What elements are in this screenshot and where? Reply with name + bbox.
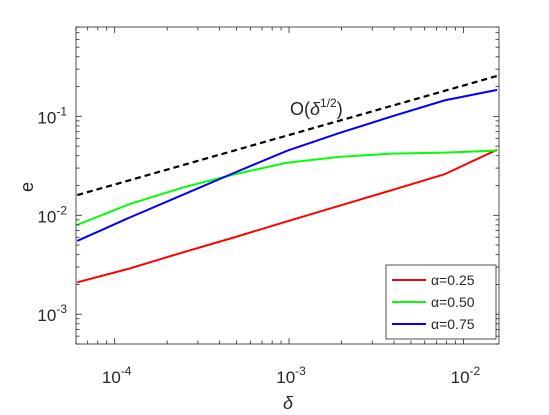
x-tick-label-exponent: -3 <box>295 364 306 378</box>
x-tick-label: 10-3 <box>276 364 306 387</box>
x-tick-label: 10-2 <box>451 364 481 387</box>
series-layer <box>76 88 498 284</box>
x-tick-label-base: 10 <box>102 368 121 387</box>
x-tick-label-base: 10 <box>451 368 470 387</box>
annotation-prefix: O( <box>290 99 310 119</box>
reference-layer <box>76 74 498 197</box>
y-tick-label: 10-2 <box>37 203 67 226</box>
series-line-2 <box>76 149 498 226</box>
series-line-3 <box>76 88 498 242</box>
y-tick-label-exponent: -1 <box>56 104 67 118</box>
legend-items: α=0.25 α=0.50 α=0.75 <box>392 272 475 332</box>
x-axis-label: δ <box>283 393 294 413</box>
annotation-suffix: ) <box>337 99 343 119</box>
legend-label-1: α=0.25 <box>431 272 475 288</box>
tick-layer: 10-4 10-3 10-210-310-210-1 <box>37 26 499 387</box>
y-tick-label-base: 10 <box>37 108 56 127</box>
annotation-delta: δ <box>310 99 321 119</box>
y-tick-label-base: 10 <box>37 207 56 226</box>
series-line-1 <box>76 148 498 284</box>
y-tick-label: 10-3 <box>37 302 67 325</box>
legend: α=0.25 α=0.50 α=0.75 <box>385 264 497 340</box>
legend-label-2: α=0.50 <box>431 294 475 310</box>
y-tick-label-exponent: -2 <box>56 203 67 217</box>
x-tick-label-base: 10 <box>276 368 295 387</box>
y-tick-label-exponent: -3 <box>56 302 67 316</box>
annotation-exponent: 1/2 <box>320 96 337 110</box>
legend-label-3: α=0.75 <box>431 316 475 332</box>
x-tick-label: 10-4 <box>102 364 132 387</box>
x-tick-label-exponent: -4 <box>121 364 132 378</box>
reference-annotation: O(δ1/2) <box>290 96 343 119</box>
y-tick-label-base: 10 <box>37 306 56 325</box>
x-tick-label-exponent: -2 <box>470 364 481 378</box>
y-tick-label: 10-1 <box>37 104 67 127</box>
reference-line <box>76 74 498 197</box>
y-axis-label: e <box>17 182 37 192</box>
